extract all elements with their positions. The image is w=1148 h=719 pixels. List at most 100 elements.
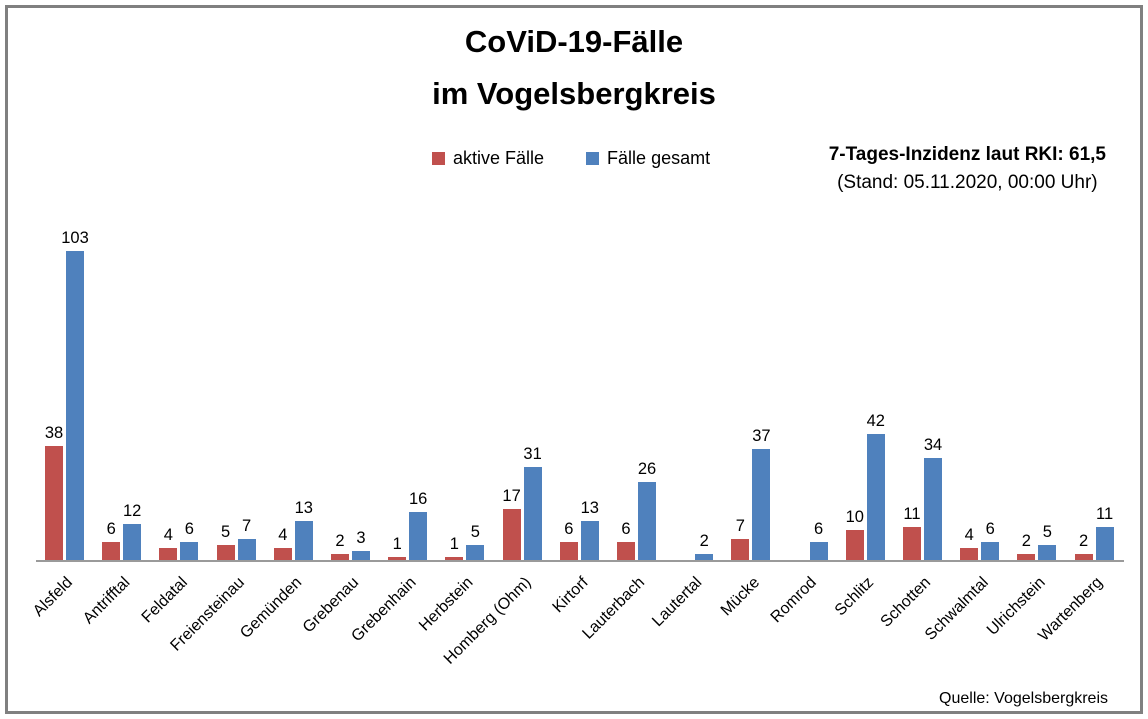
value-label-fälle-gesamt-schotten: 34: [923, 436, 943, 454]
bar-fälle-gesamt-schlitz: 42: [867, 412, 885, 560]
bar-group-schlitz: 10 42 Schlitz: [832, 412, 885, 619]
value-label-aktive-fälle-ulrichstein: 2: [1021, 532, 1031, 550]
x-axis-label-herbstein: Herbstein: [416, 574, 477, 635]
bar-group-schotten: 11 34 Schotten: [878, 436, 942, 631]
bar-fälle-gesamt-herbstein: 5: [466, 523, 485, 560]
value-label-aktive-fälle-alsfeld: 38: [44, 424, 64, 442]
bar-group-homberg-ohm: 17 31 Homberg (Ohm): [440, 445, 542, 668]
incidence-value-text: 7-Tages-Inzidenz laut RKI: 61,5: [828, 144, 1106, 165]
bar-fälle-gesamt-grebenhain: 16: [409, 490, 427, 560]
bar-group-mücke: 7 37 Mücke: [718, 427, 771, 619]
value-label-fälle-gesamt-schwalmtal: 6: [985, 520, 995, 538]
value-label-fälle-gesamt-grebenhain: 16: [409, 490, 428, 508]
value-label-aktive-fälle-wartenberg: 2: [1079, 532, 1089, 550]
bar-group-schwalmtal: 4 6 Schwalmtal: [922, 520, 1000, 644]
value-label-aktive-fälle-mücke: 7: [735, 517, 745, 535]
legend-label-aktive-faelle: aktive Fälle: [453, 148, 545, 168]
bar-fälle-gesamt-freiensteinau: 7: [237, 517, 256, 560]
value-label-fälle-gesamt-ulrichstein: 5: [1042, 523, 1052, 541]
bar-fälle-gesamt-lautertal: 2: [695, 532, 714, 560]
bar-fälle-gesamt-lauterbach: 26: [638, 460, 656, 560]
x-axis-label-schlitz: Schlitz: [831, 574, 878, 620]
value-label-aktive-fälle-antrifftal: 6: [106, 520, 116, 538]
x-axis-label-schotten: Schotten: [877, 574, 935, 631]
value-label-aktive-fälle-lauterbach: 6: [621, 520, 631, 538]
value-label-fälle-gesamt-feldatal: 6: [184, 520, 194, 538]
legend-item-faelle-gesamt: Fälle gesamt: [586, 148, 710, 169]
bar-fälle-gesamt-schwalmtal: 6: [981, 520, 1000, 560]
value-label-aktive-fälle-schotten: 11: [903, 505, 921, 523]
bar-fälle-gesamt-kirtorf: 13: [581, 499, 599, 560]
source-note: Quelle: Vogelsbergkreis: [939, 690, 1108, 707]
bar-aktive-fälle-schlitz: 10: [846, 508, 864, 560]
bar-aktive-fälle-feldatal: 4: [159, 526, 178, 560]
value-label-fälle-gesamt-lauterbach: 26: [637, 460, 657, 478]
bar-group-ulrichstein: 2 5 Ulrichstein: [984, 523, 1057, 639]
value-label-aktive-fälle-herbstein: 1: [449, 535, 459, 553]
x-axis-label-alsfeld: Alsfeld: [30, 574, 77, 620]
value-label-fälle-gesamt-romrod: 6: [814, 520, 824, 538]
bar-aktive-fälle-herbstein: 1: [445, 535, 464, 560]
value-label-fälle-gesamt-homberg-ohm: 31: [523, 445, 542, 463]
chart-legend: aktive Fälle Fälle gesamt: [432, 148, 710, 169]
value-label-fälle-gesamt-wartenberg: 11: [1096, 505, 1114, 523]
bar-fälle-gesamt-homberg-ohm: 31: [523, 445, 542, 560]
value-label-fälle-gesamt-herbstein: 5: [470, 523, 480, 541]
value-label-fälle-gesamt-alsfeld: 103: [61, 229, 89, 247]
bar-aktive-fälle-grebenhain: 1: [388, 535, 407, 560]
x-axis-label-feldatal: Feldatal: [138, 574, 191, 627]
value-label-fälle-gesamt-antrifftal: 12: [123, 502, 142, 520]
bar-fälle-gesamt-feldatal: 6: [180, 520, 199, 560]
plot-area: 38 103 Alsfeld 6 12 Antrifftal 4 6 Feldatal 5 7 Fre…: [31, 0, 1124, 668]
bar-aktive-fälle-schwalmtal: 4: [960, 526, 979, 560]
bar-group-wartenberg: 2 11 Wartenberg: [1035, 505, 1114, 645]
legend-swatch-red-icon: [432, 152, 445, 165]
bar-aktive-fälle-antrifftal: 6: [102, 520, 121, 560]
bar-fälle-gesamt-romrod: 6: [809, 520, 828, 560]
value-label-aktive-fälle-schwalmtal: 4: [964, 526, 974, 544]
legend-swatch-blue-icon: [586, 152, 600, 165]
bar-group-lauterbach: 6 26 Lauterbach: [580, 460, 656, 643]
incidence-date-text: (Stand: 05.11.2020, 00:00 Uhr): [837, 172, 1098, 193]
legend-item-aktive-faelle: aktive Fälle: [432, 148, 544, 169]
x-axis-label-gemünden: Gemünden: [237, 574, 306, 643]
x-axis-label-mücke: Mücke: [717, 574, 763, 620]
incidence-annotation: 7-Tages-Inzidenz laut RKI: 61,5 (Stand: …: [829, 141, 1106, 197]
bar-fälle-gesamt-mücke: 37: [752, 427, 771, 560]
bar-group-antrifftal: 6 12 Antrifftal: [80, 502, 141, 627]
value-label-fälle-gesamt-lautertal: 2: [699, 532, 709, 550]
x-axis-label-romrod: Romrod: [767, 574, 821, 627]
value-label-aktive-fälle-grebenau: 2: [335, 532, 345, 550]
bar-aktive-fälle-freiensteinau: 5: [216, 523, 235, 560]
bar-group-lautertal: 2 Lautertal: [650, 532, 714, 630]
bar-group-grebenhain: 1 16 Grebenhain: [349, 490, 428, 645]
value-label-aktive-fälle-kirtorf: 6: [564, 520, 574, 538]
bar-aktive-fälle-homberg-ohm: 17: [502, 487, 521, 560]
bar-fälle-gesamt-gemünden: 13: [295, 499, 313, 560]
bar-aktive-fälle-wartenberg: 2: [1074, 532, 1093, 560]
x-axis-label-lautertal: Lautertal: [649, 574, 706, 631]
x-axis-label-antrifftal: Antrifftal: [80, 574, 134, 628]
bar-group-freiensteinau: 5 7 Freiensteinau: [168, 517, 256, 655]
value-label-aktive-fälle-grebenhain: 1: [392, 535, 402, 553]
bar-group-grebenau: 2 3 Grebenau: [300, 529, 370, 636]
value-label-fälle-gesamt-gemünden: 13: [294, 499, 313, 517]
bar-group-kirtorf: 6 13 Kirtorf: [549, 499, 599, 616]
value-label-aktive-fälle-feldatal: 4: [163, 526, 173, 544]
chart-title: CoViD-19-Fälle im Vogelsbergkreis: [0, 16, 1148, 120]
bar-group-alsfeld: 38 103 Alsfeld: [31, 229, 89, 620]
bar-aktive-fälle-gemünden: 4: [273, 526, 292, 560]
bar-group-herbstein: 1 5 Herbstein: [416, 523, 485, 634]
bar-aktive-fälle-mücke: 7: [731, 517, 750, 560]
value-label-aktive-fälle-freiensteinau: 5: [221, 523, 231, 541]
bar-fälle-gesamt-wartenberg: 11: [1095, 505, 1114, 560]
chart-title-line1: CoViD-19-Fälle: [464, 24, 684, 59]
bar-aktive-fälle-lauterbach: 6: [617, 520, 635, 560]
bar-fälle-gesamt-antrifftal: 12: [123, 502, 141, 560]
bar-fälle-gesamt-ulrichstein: 5: [1038, 523, 1057, 560]
value-label-aktive-fälle-homberg-ohm: 17: [502, 487, 521, 505]
bar-aktive-fälle-alsfeld: 38: [45, 424, 63, 560]
bar-aktive-fälle-ulrichstein: 2: [1017, 532, 1036, 560]
bar-fälle-gesamt-alsfeld: 103: [61, 229, 89, 560]
x-axis-label-kirtorf: Kirtorf: [549, 574, 592, 617]
